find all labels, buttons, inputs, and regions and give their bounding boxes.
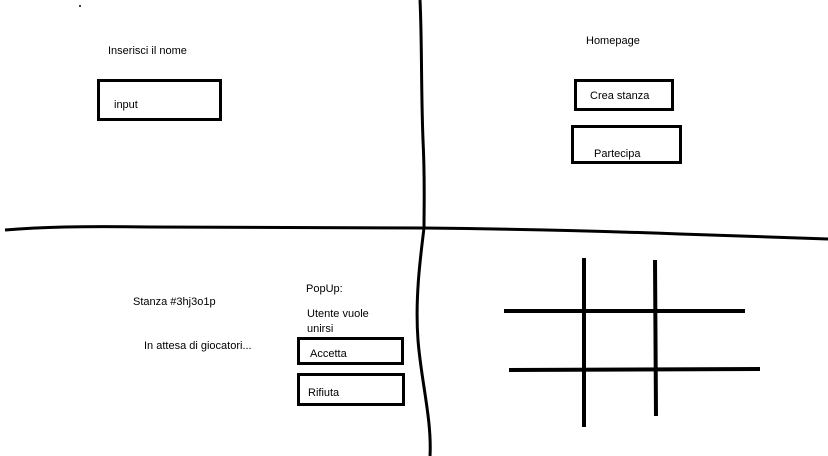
accept-button-label: Accetta (310, 348, 347, 360)
popup-message-line-2: unirsi (307, 323, 334, 335)
join-button[interactable]: Partecipa (571, 125, 682, 164)
create-room-button[interactable]: Crea stanza (574, 79, 674, 111)
popup-message-line-1: Utente vuole (307, 308, 369, 320)
homepage-title: Homepage (586, 35, 640, 47)
name-input[interactable]: input (97, 79, 222, 121)
waiting-status-text: In attesa di giocatori... (144, 340, 252, 352)
name-input-text: input (114, 99, 138, 111)
popup-title: PopUp: (306, 283, 343, 295)
stray-dot (79, 5, 81, 7)
tic-tac-toe-grid (504, 258, 761, 427)
room-id-label: Stanza #3hj3o1p (133, 296, 216, 308)
horizontal-divider (4, 225, 828, 241)
grid-line-horizontal-bottom (508, 367, 761, 372)
reject-button-label: Rifiuta (308, 387, 340, 399)
reject-button[interactable]: Rifiuta (297, 373, 405, 406)
name-prompt-label: Inserisci il nome (108, 45, 187, 57)
join-button-label: Partecipa (594, 148, 641, 160)
grid-line-vertical-right (653, 259, 658, 417)
accept-button[interactable]: Accetta (297, 337, 404, 365)
create-room-button-label: Crea stanza (590, 90, 650, 102)
